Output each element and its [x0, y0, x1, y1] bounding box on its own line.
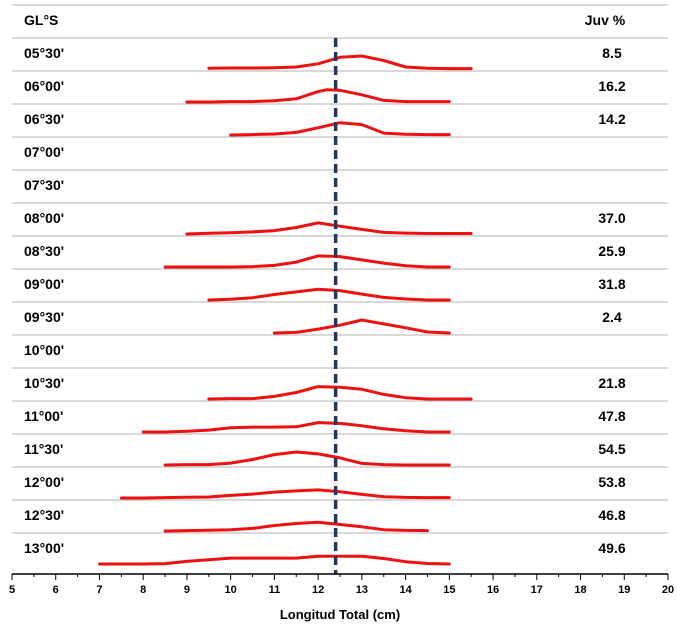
frequency-curve — [98, 554, 451, 566]
row-label: 13°00' — [24, 540, 64, 556]
juvenile-percent: 25.9 — [598, 243, 625, 259]
row-label: 07°30' — [24, 177, 64, 193]
x-tick-label: 16 — [487, 584, 499, 596]
x-tick-label: 17 — [531, 584, 543, 596]
juvenile-percent: 54.5 — [598, 441, 625, 457]
x-tick-label: 11 — [269, 584, 281, 596]
frequency-curve — [207, 385, 473, 401]
header-latitude: GL°S — [24, 12, 58, 28]
row-label: 09°30' — [24, 309, 64, 325]
juvenile-percent: 16.2 — [598, 78, 625, 94]
juvenile-percent: 31.8 — [598, 276, 625, 292]
frequency-curve — [185, 221, 473, 236]
x-tick-label: 6 — [53, 584, 59, 596]
row-label: 06°00' — [24, 78, 64, 94]
juvenile-percent: 47.8 — [598, 408, 625, 424]
juvenile-percent-labels: 8.5 16.2 14.2 37.0 25.9 31.8 2.4 21.8 47.8 54.5 53… — [598, 45, 625, 556]
frequency-curve — [163, 520, 429, 533]
row-label: 06°30' — [24, 111, 64, 127]
juvenile-percent: 14.2 — [598, 111, 625, 127]
frequency-curve — [185, 88, 451, 104]
x-axis-ticks: 5 6 7 8 9 10 11 12 13 14 15 16 17 18 19 20 — [9, 574, 674, 596]
row-separators — [12, 4, 668, 534]
frequency-curve — [207, 54, 473, 71]
x-tick-label: 10 — [225, 584, 237, 596]
frequency-curve — [119, 488, 451, 500]
row-labels: 05°30' 06°00' 06°30' 07°00' 07°30' 08°00' 08°3… — [24, 45, 64, 556]
row-label: 10°30' — [24, 375, 64, 391]
row-label: 10°00' — [24, 342, 64, 358]
header-juvenile-percent: Juv % — [585, 12, 626, 28]
row-label: 11°30' — [24, 441, 63, 457]
juvenile-percent: 46.8 — [598, 507, 625, 523]
juvenile-percent: 21.8 — [598, 375, 625, 391]
frequency-curve — [163, 254, 451, 269]
row-label: 11°00' — [24, 408, 63, 424]
x-tick-label: 7 — [96, 584, 102, 596]
juvenile-percent: 8.5 — [602, 45, 622, 61]
row-label: 08°30' — [24, 243, 64, 259]
row-label: 12°00' — [24, 474, 64, 490]
x-axis-title: Longitud Total (cm) — [280, 607, 400, 622]
juvenile-percent: 37.0 — [598, 210, 625, 226]
row-label: 05°30' — [24, 45, 64, 61]
x-tick-label: 15 — [443, 584, 455, 596]
row-label: 07°00' — [24, 144, 64, 160]
frequency-curve — [207, 287, 451, 302]
juvenile-percent: 49.6 — [598, 540, 625, 556]
x-tick-label: 18 — [574, 584, 586, 596]
row-label: 12°30' — [24, 507, 64, 523]
x-tick-label: 14 — [399, 584, 412, 596]
frequency-curve — [272, 318, 451, 335]
row-label: 08°00' — [24, 210, 64, 226]
x-tick-label: 8 — [140, 584, 146, 596]
frequency-curves — [98, 54, 473, 566]
x-tick-label: 12 — [312, 584, 324, 596]
frequency-curve — [163, 450, 451, 467]
frequency-curve — [141, 421, 451, 434]
x-tick-label: 13 — [356, 584, 368, 596]
x-tick-label: 9 — [184, 584, 190, 596]
row-label: 09°00' — [24, 276, 64, 292]
x-tick-label: 20 — [662, 584, 674, 596]
juvenile-percent: 2.4 — [602, 309, 622, 325]
juvenile-percent: 53.8 — [598, 474, 625, 490]
x-tick-label: 19 — [618, 584, 630, 596]
x-tick-label: 5 — [9, 584, 15, 596]
frequency-curve — [229, 121, 451, 137]
